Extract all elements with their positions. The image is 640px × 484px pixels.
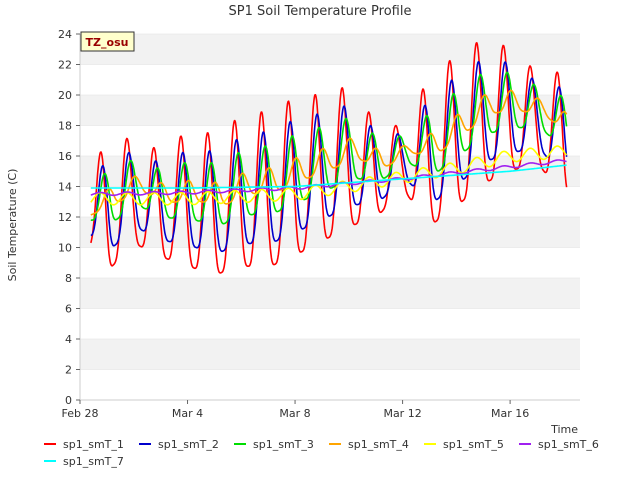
y-tick-label: 12 [58, 211, 72, 224]
legend-label: sp1_smT_7 [63, 455, 124, 468]
series-line-sp1_smT_7 [90, 164, 567, 189]
y-tick-label: 8 [65, 272, 72, 285]
legend-label: sp1_smT_1 [63, 438, 124, 451]
x-tick-label: Mar 8 [279, 407, 310, 420]
grid-band [80, 156, 580, 187]
x-tick-label: Mar 12 [383, 407, 421, 420]
y-tick-label: 0 [65, 394, 72, 407]
series-line-sp1_smT_6 [90, 159, 567, 197]
site-badge: TZ_osu [80, 31, 135, 52]
y-tick-label: 6 [65, 303, 72, 316]
x-tick-label: Feb 28 [62, 407, 99, 420]
grid-band [80, 34, 580, 65]
series-line-sp1_smT_2 [90, 60, 568, 253]
legend: sp1_smT_1 sp1_smT_2 sp1_smT_3 sp1_smT_4 sp1_… [44, 438, 599, 468]
legend-label: sp1_smT_4 [348, 438, 409, 451]
x-tick-label: Mar 4 [172, 407, 203, 420]
y-tick-label: 22 [58, 59, 72, 72]
y-tick-label: 10 [58, 242, 72, 255]
y-axis-label: Soil Temperature (C) [6, 169, 19, 282]
y-tick-label: 24 [58, 28, 72, 41]
y-tick-label: 16 [58, 150, 72, 163]
y-tick-label: 18 [58, 120, 72, 133]
y-tick-label: 2 [65, 364, 72, 377]
series-line-sp1_smT_4 [90, 89, 568, 216]
grid-band [80, 217, 580, 248]
series-line-sp1_smT_3 [90, 71, 568, 225]
legend-label: sp1_smT_6 [538, 438, 599, 451]
grid-band [80, 95, 580, 126]
series-line-sp1_smT_1 [90, 41, 568, 274]
grid-band [80, 339, 580, 370]
y-tick-label: 4 [65, 333, 72, 346]
y-tick-label: 14 [58, 181, 72, 194]
legend-label: sp1_smT_2 [158, 438, 219, 451]
grid-band [80, 278, 580, 309]
series-line-sp1_smT_5 [90, 145, 568, 206]
x-axis-label: Time [550, 423, 578, 436]
legend-label: sp1_smT_3 [253, 438, 314, 451]
x-tick-label: Mar 16 [491, 407, 529, 420]
y-tick-label: 20 [58, 89, 72, 102]
site-badge-label: TZ_osu [86, 36, 129, 49]
chart-title: SP1 Soil Temperature Profile [229, 4, 412, 19]
legend-label: sp1_smT_5 [443, 438, 504, 451]
